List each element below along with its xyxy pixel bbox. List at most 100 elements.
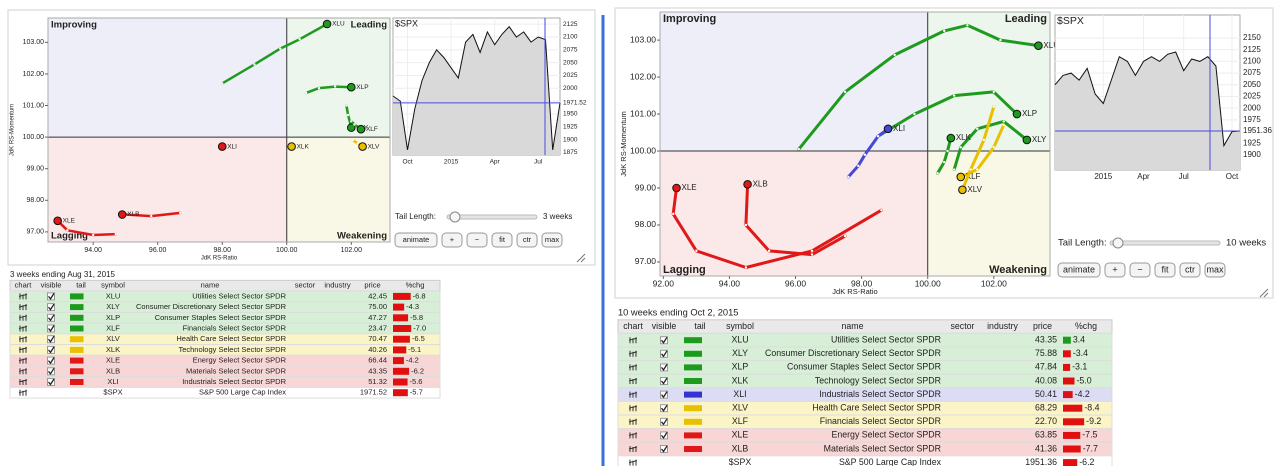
y-tick-label: 103.00 bbox=[630, 34, 656, 44]
tail-point bbox=[843, 234, 847, 238]
visible-checkbox[interactable] bbox=[660, 363, 668, 372]
control-button-label[interactable]: ctr bbox=[523, 235, 532, 244]
control-button-label[interactable]: max bbox=[1206, 264, 1224, 274]
visible-checkbox[interactable] bbox=[47, 345, 55, 354]
control-button[interactable] bbox=[1057, 262, 1101, 278]
column-header: name bbox=[201, 281, 220, 290]
symbol-label: XLE bbox=[682, 183, 697, 192]
control-button[interactable] bbox=[541, 232, 563, 248]
visible-checkbox[interactable] bbox=[47, 324, 55, 333]
control-button[interactable] bbox=[1179, 262, 1201, 278]
resize-handle bbox=[576, 253, 586, 263]
tail-point bbox=[1002, 120, 1005, 123]
chart-icon[interactable] bbox=[628, 459, 638, 466]
tail-point bbox=[353, 123, 356, 126]
control-button[interactable] bbox=[491, 232, 513, 248]
visible-checkbox[interactable] bbox=[660, 404, 668, 413]
chart-icon[interactable] bbox=[18, 389, 28, 396]
control-button-label[interactable]: animate bbox=[403, 235, 430, 244]
chart-icon[interactable] bbox=[18, 357, 28, 364]
tail-point bbox=[943, 29, 946, 33]
tail-head bbox=[356, 124, 366, 134]
chart-icon[interactable] bbox=[628, 337, 638, 344]
chart-icon[interactable] bbox=[18, 325, 28, 332]
symbol-cell: XLI bbox=[733, 389, 746, 399]
chart-icon[interactable] bbox=[18, 379, 28, 385]
control-button-label[interactable]: − bbox=[475, 235, 480, 244]
chart-icon[interactable] bbox=[18, 293, 28, 300]
chart-icon[interactable] bbox=[628, 391, 638, 398]
tail-point bbox=[298, 37, 301, 41]
chart-icon[interactable] bbox=[628, 446, 638, 452]
control-button[interactable] bbox=[441, 232, 463, 248]
visible-checkbox[interactable] bbox=[660, 336, 668, 345]
chart-icon[interactable] bbox=[628, 418, 638, 425]
price-line bbox=[392, 25, 561, 150]
symbol-cell: XLE bbox=[106, 356, 120, 365]
visible-checkbox[interactable] bbox=[660, 349, 668, 358]
symbol-cell: XLY bbox=[106, 302, 120, 311]
control-button-label[interactable]: fit bbox=[1161, 264, 1169, 274]
chart-icon[interactable] bbox=[628, 378, 638, 384]
visible-checkbox[interactable] bbox=[47, 335, 55, 344]
last-price-tag bbox=[561, 97, 589, 108]
symbol-label: XLV bbox=[967, 185, 982, 194]
control-button-label[interactable]: animate bbox=[1063, 264, 1095, 274]
control-button-label[interactable]: + bbox=[1112, 264, 1117, 274]
chg-cell: -4.2 bbox=[406, 356, 419, 365]
chart-icon[interactable] bbox=[18, 368, 28, 375]
chart-icon[interactable] bbox=[628, 364, 638, 371]
visible-checkbox[interactable] bbox=[660, 431, 668, 440]
control-button[interactable] bbox=[1204, 262, 1226, 278]
y-tick-label: 99.00 bbox=[635, 182, 657, 192]
y-tick-label: 97.00 bbox=[26, 229, 44, 236]
chart-icon[interactable] bbox=[18, 304, 28, 311]
control-button[interactable] bbox=[516, 232, 538, 248]
y-tick-label: 102.00 bbox=[630, 71, 656, 81]
tail-swatch bbox=[684, 391, 702, 398]
tail-point bbox=[356, 142, 359, 145]
visible-checkbox[interactable] bbox=[660, 390, 668, 399]
tail-head bbox=[672, 183, 681, 193]
visible-checkbox[interactable] bbox=[47, 378, 55, 386]
quadrant-lagging bbox=[48, 137, 287, 242]
tail-slider-knob[interactable] bbox=[449, 211, 461, 223]
visible-checkbox[interactable] bbox=[660, 417, 668, 426]
control-button-label[interactable]: − bbox=[1137, 264, 1142, 274]
control-button[interactable] bbox=[1129, 262, 1151, 278]
control-button-label[interactable]: fit bbox=[499, 235, 506, 244]
tail-head bbox=[287, 142, 296, 151]
chart-icon[interactable] bbox=[18, 314, 28, 321]
visible-checkbox[interactable] bbox=[47, 313, 55, 322]
visible-checkbox[interactable] bbox=[660, 377, 668, 385]
control-button-label[interactable]: ctr bbox=[1185, 264, 1195, 274]
visible-checkbox[interactable] bbox=[47, 292, 55, 301]
tail-slider-track[interactable] bbox=[1109, 240, 1221, 246]
chart-icon[interactable] bbox=[18, 346, 28, 353]
y-axis-label: JdK RS-Momentum bbox=[619, 111, 628, 176]
control-button[interactable] bbox=[466, 232, 488, 248]
name-cell: Financials Select Sector SPDR bbox=[183, 323, 287, 332]
name-cell: Health Care Select Sector SPDR bbox=[176, 334, 286, 343]
tail-slider-track[interactable] bbox=[446, 214, 538, 220]
visible-checkbox[interactable] bbox=[47, 356, 55, 365]
y-tick-label: 100.00 bbox=[23, 134, 45, 141]
chart-icon[interactable] bbox=[628, 432, 638, 439]
control-button-label[interactable]: max bbox=[545, 235, 559, 244]
chart-icon[interactable] bbox=[18, 336, 28, 343]
tail-slider-knob[interactable] bbox=[1112, 237, 1124, 249]
visible-checkbox[interactable] bbox=[47, 367, 55, 376]
control-button-label[interactable]: + bbox=[450, 235, 455, 244]
chart-icon[interactable] bbox=[628, 405, 638, 412]
control-button[interactable] bbox=[1104, 262, 1126, 278]
control-button[interactable] bbox=[1154, 262, 1176, 278]
visible-checkbox[interactable] bbox=[660, 445, 668, 453]
last-price-label: 1951.36 bbox=[1243, 126, 1272, 135]
chart-icon[interactable] bbox=[628, 350, 638, 357]
symbol-cell: XLU bbox=[731, 335, 748, 345]
tail-swatch bbox=[684, 432, 702, 439]
visible-checkbox[interactable] bbox=[47, 303, 55, 312]
symbol-cell: XLP bbox=[732, 362, 749, 372]
control-button[interactable] bbox=[394, 232, 438, 248]
symbol-label: XLK bbox=[297, 143, 310, 150]
